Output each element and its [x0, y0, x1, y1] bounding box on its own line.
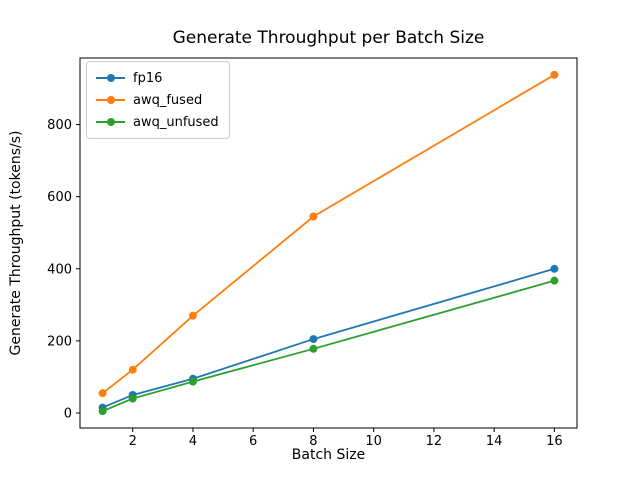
- series-marker-fp16: [309, 335, 318, 344]
- series-marker-awq_fused: [550, 70, 559, 79]
- legend-item-awq_unfused: awq_unfused: [96, 111, 219, 133]
- legend-marker-icon: [106, 74, 115, 82]
- legend-item-awq_fused: awq_fused: [96, 89, 219, 111]
- legend-label: awq_fused: [133, 92, 203, 108]
- series-marker-awq_unfused: [128, 394, 137, 403]
- x-axis-label: Batch Size: [291, 447, 366, 463]
- x-tick-label: 2: [129, 434, 137, 449]
- legend-swatch: [96, 74, 125, 82]
- series-marker-awq_fused: [188, 311, 197, 320]
- x-tick-label: 10: [365, 434, 382, 449]
- legend-label: fp16: [133, 70, 163, 86]
- x-tick-label: 6: [249, 434, 257, 449]
- plot-area: [79, 57, 578, 429]
- legend-marker-icon: [106, 96, 115, 104]
- series-marker-awq_fused: [128, 365, 137, 374]
- series-marker-awq_fused: [98, 389, 107, 398]
- y-tick-label: 400: [47, 262, 72, 277]
- legend-swatch: [96, 96, 125, 104]
- series-marker-awq_unfused: [309, 344, 318, 353]
- series-marker-awq_unfused: [550, 276, 559, 285]
- chart-title: Generate Throughput per Batch Size: [172, 28, 485, 48]
- x-tick-label: 16: [546, 434, 563, 449]
- series-marker-awq_unfused: [98, 407, 107, 416]
- legend-label: awq_unfused: [133, 114, 219, 130]
- series-marker-fp16: [550, 264, 559, 273]
- y-tick-label: 0: [64, 406, 72, 421]
- y-tick-label: 800: [47, 118, 72, 133]
- series-line-awq_unfused: [102, 279, 555, 413]
- legend: fp16 awq_fused awq_unfused: [86, 61, 230, 139]
- series-line-fp16: [102, 267, 555, 409]
- y-tick-label: 200: [47, 334, 72, 349]
- x-tick-label: 12: [426, 434, 443, 449]
- legend-item-fp16: fp16: [96, 67, 219, 89]
- x-tick-label: 4: [189, 434, 197, 449]
- legend-swatch: [96, 118, 125, 126]
- series-marker-awq_fused: [309, 212, 318, 221]
- y-tick-label: 600: [47, 190, 72, 205]
- legend-marker-icon: [106, 118, 115, 126]
- x-tick-label: 14: [486, 434, 503, 449]
- x-tick-label: 8: [309, 434, 317, 449]
- series-marker-awq_unfused: [188, 377, 197, 386]
